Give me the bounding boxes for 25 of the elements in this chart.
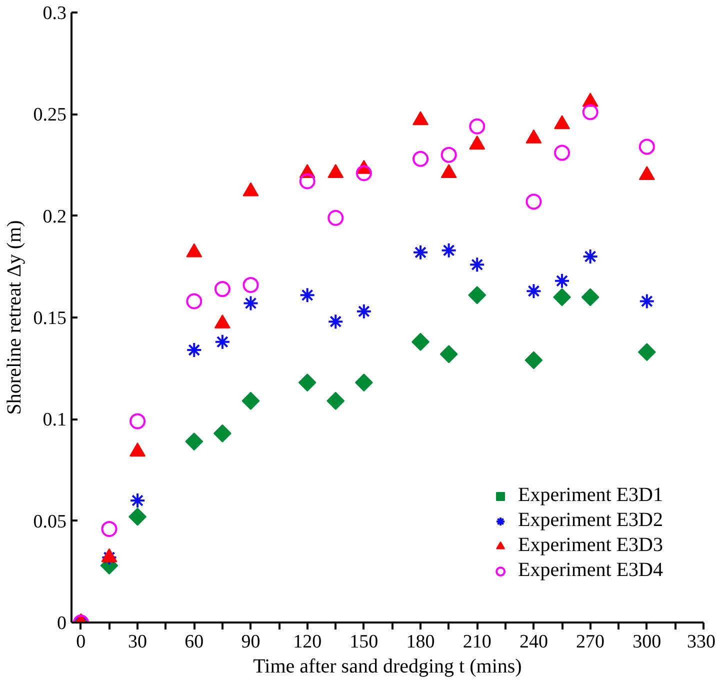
- x-tick-label: 330: [687, 632, 716, 652]
- legend-label: Experiment E3D3: [518, 534, 663, 557]
- x-tick-label: 240: [519, 632, 548, 652]
- legend-label: Experiment E3D2: [518, 509, 663, 532]
- x-tick-label: 30: [128, 632, 148, 652]
- y-axis-title: Shoreline retreat Δy (m): [3, 220, 26, 415]
- y-tick-label: 0.15: [33, 308, 66, 329]
- y-tick-label: 0.1: [42, 410, 66, 431]
- x-axis-title: Time after sand dredging t (mins): [253, 656, 522, 678]
- x-tick-label: 90: [241, 632, 260, 652]
- legend-label: Experiment E3D1: [518, 484, 663, 507]
- legend-label: Experiment E3D4: [518, 559, 663, 582]
- x-tick-label: 0: [76, 632, 86, 652]
- y-tick-label: 0.2: [42, 206, 66, 228]
- x-tick-label: 60: [184, 632, 204, 652]
- y-tick-label: 0.25: [33, 104, 66, 126]
- y-tick-label: 0: [57, 613, 66, 634]
- x-tick-label: 300: [632, 632, 662, 652]
- x-tick-label: 270: [576, 632, 605, 652]
- x-tick-label: 150: [350, 632, 378, 652]
- y-tick-label: 0.3: [42, 3, 66, 24]
- y-tick-label: 0.05: [33, 511, 66, 532]
- x-tick-label: 180: [406, 632, 435, 652]
- x-tick-label: 210: [462, 632, 492, 652]
- x-tick-label: 120: [293, 632, 322, 652]
